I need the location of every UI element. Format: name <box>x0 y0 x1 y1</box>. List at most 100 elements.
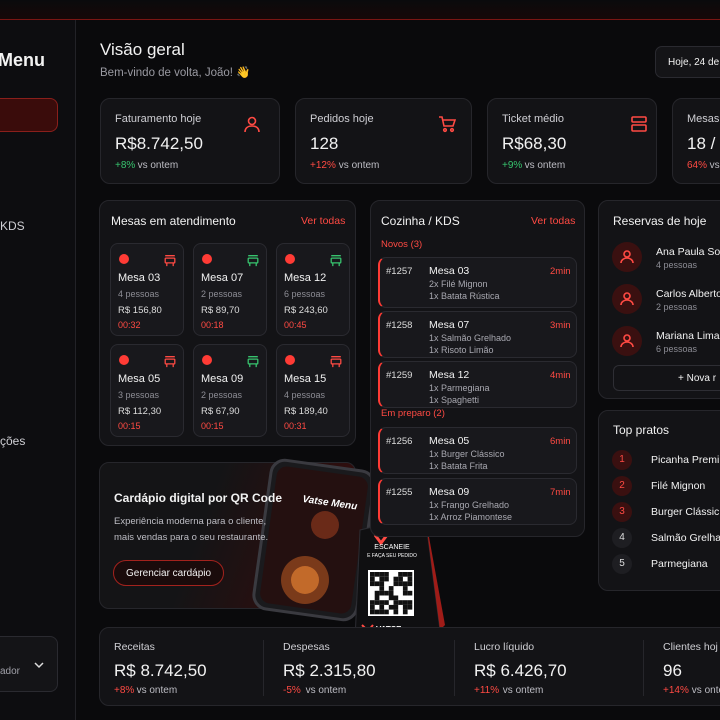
order-ticket[interactable]: #1257 Mesa 03 2min 2x Filé Mignon 1x Batata … <box>378 257 577 308</box>
button-label: + Nova r <box>678 373 717 384</box>
table-tile[interactable]: Mesa 09 2 pessoas R$ 67,90 00:15 <box>193 344 267 437</box>
summary-label: Receitas <box>114 641 155 653</box>
table-tile[interactable]: Mesa 07 2 pessoas R$ 89,70 00:18 <box>193 243 267 336</box>
order-table: Mesa 07 <box>429 319 470 331</box>
qr-cell <box>402 590 408 596</box>
table-amount: R$ 189,40 <box>284 406 328 417</box>
kpi-icon <box>438 115 457 138</box>
qr-cell <box>402 600 408 605</box>
order-time: 6min <box>550 436 571 447</box>
status-dot <box>285 355 295 365</box>
date-label: Hoje, 24 de <box>668 57 720 68</box>
qr-cell <box>370 604 375 610</box>
qr-cell <box>402 586 408 591</box>
qr-cell <box>402 609 408 615</box>
sidebar-item[interactable]: ções <box>0 434 26 448</box>
qr-cell <box>379 581 385 587</box>
order-ticket[interactable]: #1259 Mesa 12 4min 1x Parmegiana 1x Spaghett… <box>378 361 577 408</box>
kpi-compare: vs ontem <box>338 160 380 171</box>
order-id: #1259 <box>386 370 413 381</box>
kpi-compare: vs ontem <box>524 160 566 171</box>
icon-shape <box>164 255 176 267</box>
kpi-compare: vs <box>709 160 720 171</box>
promo-button[interactable]: Gerenciar cardápio <box>113 560 224 586</box>
sidebar-item[interactable]: KDS <box>0 219 25 233</box>
table-time: 00:32 <box>118 320 141 330</box>
table-icon <box>329 253 343 271</box>
summary-change: +11% <box>474 685 500 696</box>
reservation-name: Ana Paula Sou <box>656 246 720 258</box>
icon-shape <box>620 292 634 306</box>
rank-badge: 2 <box>612 476 632 496</box>
order-ticket[interactable]: #1258 Mesa 07 3min 1x Salmão Grelhado 1x Ris… <box>378 311 577 358</box>
qr-cell <box>407 581 413 587</box>
table-time: 00:45 <box>284 320 307 330</box>
reservation-people: 4 pessoas <box>656 260 698 270</box>
qr-cell <box>370 572 375 577</box>
promo-text: mais vendas para o seu restaurante. <box>114 532 269 543</box>
qr-cell <box>402 581 408 587</box>
dish-name: Picanha Premi <box>651 454 720 466</box>
table-icon <box>329 354 343 372</box>
promo-title: Cardápio digital por QR Code <box>114 491 283 505</box>
order-ticket[interactable]: #1256 Mesa 05 6min 1x Burger Clássico 1x Bat… <box>378 427 577 474</box>
kpi-card: Ticket médio R$68,30 +9% vs ontem <box>487 98 657 184</box>
table-people: 6 pessoas <box>284 289 326 299</box>
card-link[interactable]: Ver todas <box>531 215 576 227</box>
kpi-value: 128 <box>310 134 339 153</box>
table-icon <box>163 253 177 271</box>
table-icon <box>246 253 260 271</box>
group-label: Em preparo (2) <box>381 408 445 419</box>
table-amount: R$ 67,90 <box>201 406 240 417</box>
table-amount: R$ 112,30 <box>118 406 162 417</box>
table-name: Mesa 03 <box>118 272 161 284</box>
summary-change: +8% <box>114 685 135 696</box>
status-dot <box>202 254 212 264</box>
date-button[interactable]: Hoje, 24 de <box>655 46 720 78</box>
qr-cell <box>393 600 399 605</box>
qr-cell <box>379 590 385 596</box>
summary-compare: vs ontem <box>136 685 178 696</box>
reservations-card: Reservas de hoje Ana Paula Sou 4 pessoas Ca… <box>598 200 720 399</box>
icon-shape <box>620 250 634 264</box>
card-link[interactable]: Ver todas <box>301 215 346 227</box>
qr-cell <box>384 590 389 596</box>
rank-badge: 4 <box>612 528 632 548</box>
summary-label: Lucro líquido <box>474 641 535 653</box>
qr-cell <box>370 581 375 587</box>
table-time: 00:15 <box>201 421 224 431</box>
order-item: 2x Filé Mignon <box>429 279 488 289</box>
qr-cell <box>379 586 385 591</box>
order-ticket[interactable]: #1255 Mesa 09 7min 1x Frango Grelhado 1x Arr… <box>378 478 577 525</box>
order-time: 4min <box>550 370 571 381</box>
top-bar <box>0 0 720 20</box>
order-id: #1255 <box>386 487 413 498</box>
table-tile[interactable]: Mesa 03 4 pessoas R$ 156,80 00:32 <box>110 243 184 336</box>
kpi-change: +9% <box>502 160 523 171</box>
summary-value: R$ 6.426,70 <box>474 661 567 680</box>
new-reservation-button[interactable]: + Nova r <box>613 365 720 391</box>
table-tile[interactable]: Mesa 12 6 pessoas R$ 243,60 00:45 <box>276 243 350 336</box>
order-item: 1x Batata Rústica <box>429 291 500 301</box>
summary-value: R$ 2.315,80 <box>283 661 376 680</box>
kpi-icon <box>630 115 648 138</box>
table-tile[interactable]: Mesa 05 3 pessoas R$ 112,30 00:15 <box>110 344 184 437</box>
summary-change: -5% <box>283 685 301 696</box>
summary-change: +14% <box>663 685 689 696</box>
kpi-icon <box>243 115 261 138</box>
tables-card: Mesas em atendimento Ver todas Mesa 03 4 pe… <box>99 200 356 446</box>
user-box[interactable] <box>0 636 58 692</box>
chevron-icon <box>34 662 44 669</box>
table-tile[interactable]: Mesa 15 4 pessoas R$ 189,40 00:31 <box>276 344 350 437</box>
qr-cell <box>379 609 385 615</box>
status-dot <box>119 254 129 264</box>
sidebar-active-item[interactable] <box>0 98 58 132</box>
card-title: Mesas em atendimento <box>111 214 236 228</box>
qr-cell <box>407 572 413 577</box>
status-dot <box>285 254 295 264</box>
qr-cell <box>374 581 380 587</box>
qr-cell <box>379 576 385 582</box>
qr-cell <box>370 600 375 605</box>
icon-shape <box>330 356 342 368</box>
